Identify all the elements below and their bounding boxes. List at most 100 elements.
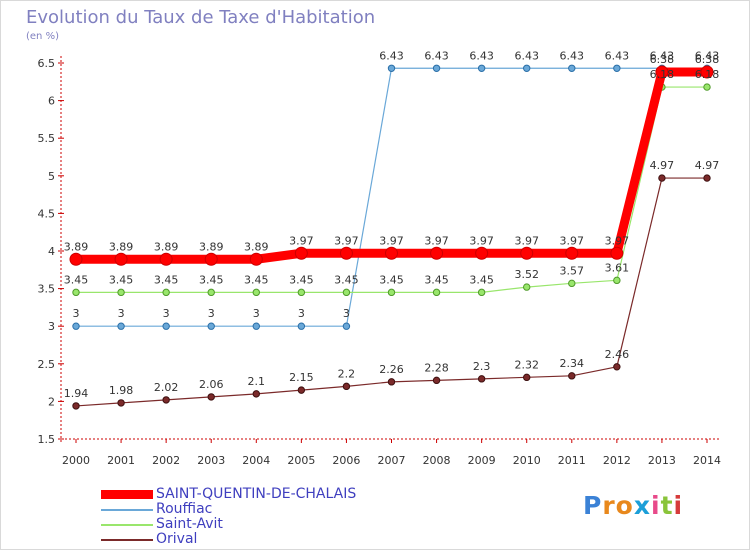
data-point-saint-avit <box>72 288 80 297</box>
data-label-orival: 2.46 <box>605 348 630 361</box>
data-point-orival <box>387 378 396 386</box>
data-point-saint-avit <box>342 288 351 297</box>
data-label-saint-quentin: 3.97 <box>605 234 630 247</box>
data-point-saint-avit <box>613 276 621 285</box>
data-label-saint-avit: 3.45 <box>289 273 314 286</box>
data-point-orival <box>207 393 215 401</box>
data-label-rouffiac: 6.43 <box>560 49 585 62</box>
data-point-saint-quentin <box>430 246 444 260</box>
y-tick-label: 5.5 <box>38 132 56 145</box>
data-label-orival: 2.1 <box>248 375 266 388</box>
data-point-saint-quentin <box>204 252 218 266</box>
data-point-saint-avit <box>252 288 260 297</box>
data-point-rouffiac <box>477 64 486 72</box>
data-point-orival <box>477 375 486 383</box>
data-label-saint-avit: 3.45 <box>424 273 449 286</box>
series-line-rouffiac <box>76 67 707 327</box>
data-label-rouffiac: 6.43 <box>514 49 539 62</box>
x-tick-label: 2014 <box>693 454 721 467</box>
y-tick-label: 3 <box>48 320 55 333</box>
data-label-orival: 2.2 <box>338 367 356 380</box>
data-point-orival <box>523 373 531 382</box>
data-point-saint-avit <box>387 288 396 297</box>
data-point-saint-quentin <box>339 246 353 260</box>
data-point-orival <box>568 372 576 380</box>
y-tick-label: 4 <box>48 245 55 258</box>
data-label-rouffiac: 6.43 <box>695 49 720 62</box>
x-tick-label: 2000 <box>62 454 90 467</box>
data-label-saint-quentin: 3.97 <box>560 234 585 247</box>
series-line-saint-quentin <box>76 67 707 264</box>
data-point-saint-quentin <box>249 252 263 266</box>
data-label-saint-avit: 3.45 <box>469 273 494 286</box>
data-label-rouffiac: 3 <box>208 307 215 320</box>
data-label-saint-avit: 3.45 <box>244 273 269 286</box>
data-label-orival: 4.97 <box>695 159 720 172</box>
x-tick-label: 2002 <box>152 454 180 467</box>
data-label-saint-avit: 6.18 <box>650 68 675 81</box>
data-point-orival <box>342 382 351 391</box>
legend-label: SAINT-QUENTIN-DE-CHALAIS <box>156 486 357 502</box>
data-label-saint-avit: 3.45 <box>109 273 134 286</box>
logo-letter: x <box>633 491 651 520</box>
y-axis-unit-label: (en %) <box>26 31 59 42</box>
data-label-saint-avit: 3.45 <box>379 273 404 286</box>
data-label-saint-avit: 3.57 <box>560 264 585 277</box>
x-tick-label: 2009 <box>468 454 496 467</box>
data-point-rouffiac <box>387 64 396 72</box>
data-point-rouffiac <box>297 322 306 330</box>
x-tick-label: 2008 <box>423 454 451 467</box>
data-point-rouffiac <box>117 322 125 330</box>
x-tick-label: 2001 <box>107 454 135 467</box>
logo-letter: P <box>583 491 603 520</box>
data-point-saint-quentin <box>385 246 398 260</box>
data-label-orival: 1.94 <box>64 387 89 400</box>
data-label-rouffiac: 3 <box>73 307 80 320</box>
data-label-orival: 4.97 <box>650 159 675 172</box>
data-label-rouffiac: 6.43 <box>379 49 404 62</box>
x-tick-label: 2011 <box>558 454 586 467</box>
data-point-saint-quentin <box>69 252 83 266</box>
data-point-saint-avit <box>117 288 125 297</box>
y-tick-label: 2.5 <box>38 358 56 371</box>
data-point-saint-avit <box>162 288 170 297</box>
data-label-rouffiac: 3 <box>163 307 170 320</box>
data-point-saint-quentin <box>700 65 714 79</box>
y-tick-label: 1.5 <box>38 433 56 446</box>
data-label-orival: 2.06 <box>199 378 224 391</box>
data-label-saint-quentin: 3.89 <box>154 240 179 253</box>
y-tick-label: 5 <box>48 170 55 183</box>
data-label-orival: 2.28 <box>424 361 449 374</box>
data-point-rouffiac <box>252 322 260 330</box>
data-label-rouffiac: 3 <box>118 307 125 320</box>
x-tick-label: 2003 <box>197 454 225 467</box>
data-label-orival: 2.3 <box>473 360 491 373</box>
y-tick-label: 6 <box>48 95 55 108</box>
data-point-saint-quentin <box>565 246 579 260</box>
data-label-saint-avit: 6.18 <box>695 68 720 81</box>
legend-swatch <box>101 490 153 499</box>
y-tick-label: 3.5 <box>38 283 56 296</box>
data-label-rouffiac: 6.43 <box>605 49 630 62</box>
data-point-saint-quentin <box>610 246 624 260</box>
data-label-saint-avit: 3.52 <box>514 268 539 281</box>
legend-swatch <box>101 524 153 526</box>
data-label-saint-avit: 3.45 <box>334 273 359 286</box>
data-label-saint-avit: 3.45 <box>154 273 179 286</box>
data-point-saint-avit <box>568 279 576 288</box>
data-label-saint-quentin: 3.97 <box>469 234 494 247</box>
logo-letter: i <box>651 491 661 520</box>
data-point-saint-quentin <box>475 246 489 260</box>
data-label-orival: 2.26 <box>379 363 404 376</box>
data-point-orival <box>432 376 441 385</box>
data-point-rouffiac <box>613 64 621 72</box>
data-label-saint-quentin: 3.97 <box>289 234 314 247</box>
x-tick-label: 2012 <box>603 454 631 467</box>
data-label-saint-quentin: 3.89 <box>244 240 269 253</box>
data-point-rouffiac <box>568 64 576 72</box>
data-label-rouffiac: 6.43 <box>650 49 675 62</box>
logo-letter: o <box>615 491 634 520</box>
legend-label: Saint-Avit <box>156 516 223 532</box>
y-tick-label: 6.5 <box>38 57 56 70</box>
